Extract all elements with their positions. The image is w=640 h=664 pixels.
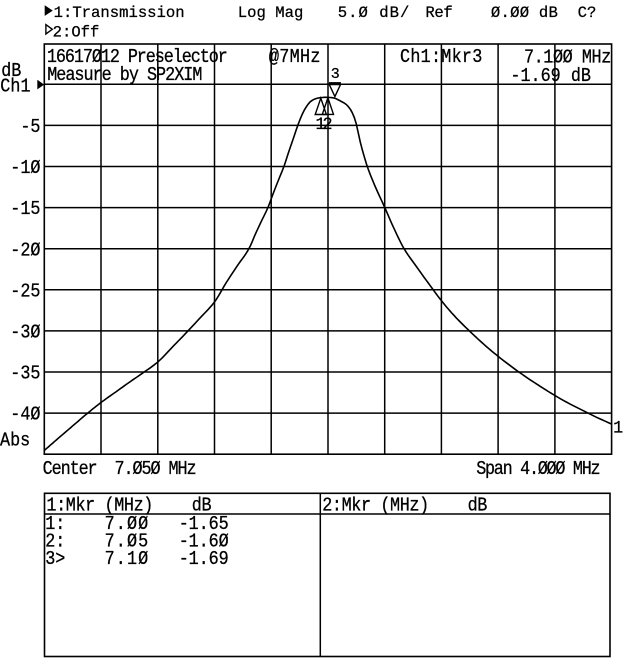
svg-text:-3Ø: -3Ø [10, 323, 40, 344]
svg-text:Span 4.ØØØ MHz: Span 4.ØØØ MHz [476, 459, 600, 480]
svg-text:7.1ØØ MHz: 7.1ØØ MHz [524, 48, 611, 69]
svg-text:-4Ø: -4Ø [10, 405, 40, 426]
svg-text:16617Ø12 Preselector: 16617Ø12 Preselector [47, 47, 227, 68]
svg-text:Ch1:Mkr3: Ch1:Mkr3 [400, 47, 483, 68]
svg-text:C?: C? [578, 4, 597, 22]
svg-text:-1.69: -1.69 [179, 549, 229, 570]
svg-text:7.ØØ: 7.ØØ [105, 514, 150, 535]
svg-text:7.Ø5: 7.Ø5 [105, 532, 150, 553]
svg-text:2:Off: 2:Off [53, 24, 100, 42]
svg-text:5.Ø dB/: 5.Ø dB/ [338, 4, 411, 22]
svg-text:@7MHz: @7MHz [269, 47, 321, 68]
svg-text:1:: 1: [45, 514, 65, 535]
svg-text:1:Transmission: 1:Transmission [54, 4, 185, 22]
svg-text:1: 1 [316, 116, 326, 135]
svg-text:3: 3 [331, 66, 340, 83]
svg-text:-25: -25 [10, 282, 40, 303]
svg-text:Abs: Abs [0, 431, 30, 452]
svg-text:-15: -15 [10, 199, 40, 220]
svg-text:-2Ø: -2Ø [10, 240, 40, 261]
svg-text:-1.6Ø: -1.6Ø [179, 532, 229, 553]
svg-text:3>: 3> [45, 549, 65, 570]
svg-text:2:: 2: [45, 532, 65, 553]
svg-text:Ø.ØØ dB: Ø.ØØ dB [491, 4, 558, 22]
svg-text:Ch1: Ch1 [0, 77, 30, 98]
svg-text:dB: dB [1, 61, 21, 82]
svg-text:-5: -5 [20, 117, 40, 138]
svg-text:2:Mkr (MHz) dB: 2:Mkr (MHz) dB [322, 496, 487, 517]
svg-text:Measure by SP2XIM: Measure by SP2XIM [47, 65, 202, 86]
svg-text:-1.69 dB: -1.69 dB [510, 66, 591, 87]
svg-text:-1.65: -1.65 [179, 514, 229, 535]
svg-text:-1Ø: -1Ø [10, 158, 40, 179]
svg-text:Ref: Ref [425, 4, 452, 22]
svg-text:7.1Ø: 7.1Ø [105, 549, 150, 570]
svg-text:1:Mkr (MHz) dB: 1:Mkr (MHz) dB [46, 496, 211, 517]
svg-text:Center 7.Ø5Ø MHz: Center 7.Ø5Ø MHz [43, 459, 196, 480]
svg-text:Log Mag: Log Mag [238, 4, 304, 22]
svg-text:2: 2 [322, 116, 332, 135]
svg-text:1: 1 [613, 419, 623, 438]
svg-text:-35: -35 [10, 364, 40, 385]
